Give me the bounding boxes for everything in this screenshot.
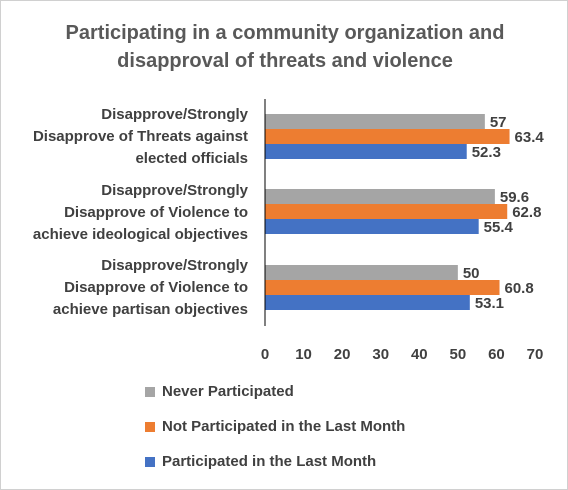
legend-label-never-participated: Never Participated xyxy=(162,383,294,400)
x-tick-label-40: 40 xyxy=(411,346,428,363)
data-label-partisan-not-participated-last-month: 60.8 xyxy=(505,280,534,297)
chart-title-line-2: disapproval of threats and violence xyxy=(117,50,453,72)
x-tick-label-0: 0 xyxy=(261,346,269,363)
legend-swatch-not-participated-last-month xyxy=(145,422,155,432)
data-label-threats-never-participated: 57 xyxy=(490,114,507,131)
category-label-threats-line-3: elected officials xyxy=(135,150,248,167)
bar-plot: 57 59.6 50 63.4 62.8 60.8 52.3 55.4 53.1 0 10 20 30… xyxy=(261,99,545,363)
data-label-ideological-never-participated: 59.6 xyxy=(500,189,529,206)
bar-threats-participated-last-month xyxy=(265,144,467,159)
data-label-threats-participated-last-month: 52.3 xyxy=(472,144,501,161)
data-label-threats-not-participated-last-month: 63.4 xyxy=(515,129,545,146)
category-label-partisan-line-2: Disapprove of Violence to xyxy=(64,279,248,296)
legend-swatch-participated-last-month xyxy=(145,457,155,467)
bar-partisan-participated-last-month xyxy=(265,295,470,310)
bar-threats-not-participated-last-month xyxy=(265,129,510,144)
bar-ideological-not-participated-last-month xyxy=(265,204,508,219)
x-tick-label-10: 10 xyxy=(295,346,312,363)
legend-swatch-never-participated xyxy=(145,387,155,397)
category-label-ideological-line-1: Disapprove/Strongly xyxy=(101,182,248,199)
category-label-ideological-line-2: Disapprove of Violence to xyxy=(64,204,248,221)
bar-ideological-participated-last-month xyxy=(265,219,479,234)
legend-label-not-participated-last-month: Not Participated in the Last Month xyxy=(162,418,406,435)
x-tick-label-60: 60 xyxy=(488,346,505,363)
bar-partisan-not-participated-last-month xyxy=(265,280,500,295)
bar-ideological-never-participated xyxy=(265,189,495,204)
x-tick-label-20: 20 xyxy=(334,346,351,363)
data-label-partisan-never-participated: 50 xyxy=(463,265,480,282)
x-tick-label-50: 50 xyxy=(450,346,467,363)
legend-label-participated-last-month: Participated in the Last Month xyxy=(162,453,377,470)
bar-partisan-never-participated xyxy=(265,265,458,280)
chart-title-line-1: Participating in a community organizatio… xyxy=(65,22,505,44)
bar-threats-never-participated xyxy=(265,114,485,129)
x-tick-label-30: 30 xyxy=(372,346,389,363)
data-label-partisan-participated-last-month: 53.1 xyxy=(475,295,504,312)
category-label-partisan-line-1: Disapprove/Strongly xyxy=(101,257,248,274)
category-label-threats-line-1: Disapprove/Strongly xyxy=(101,106,248,123)
category-label-partisan-line-3: achieve partisan objectives xyxy=(52,301,248,318)
x-tick-label-70: 70 xyxy=(527,346,544,363)
category-label-threats-line-2: Disapprove of Threats against xyxy=(32,128,248,145)
data-label-ideological-not-participated-last-month: 62.8 xyxy=(512,204,541,221)
category-label-ideological-line-3: achieve ideological objectives xyxy=(32,226,248,243)
data-label-ideological-participated-last-month: 55.4 xyxy=(484,219,514,236)
